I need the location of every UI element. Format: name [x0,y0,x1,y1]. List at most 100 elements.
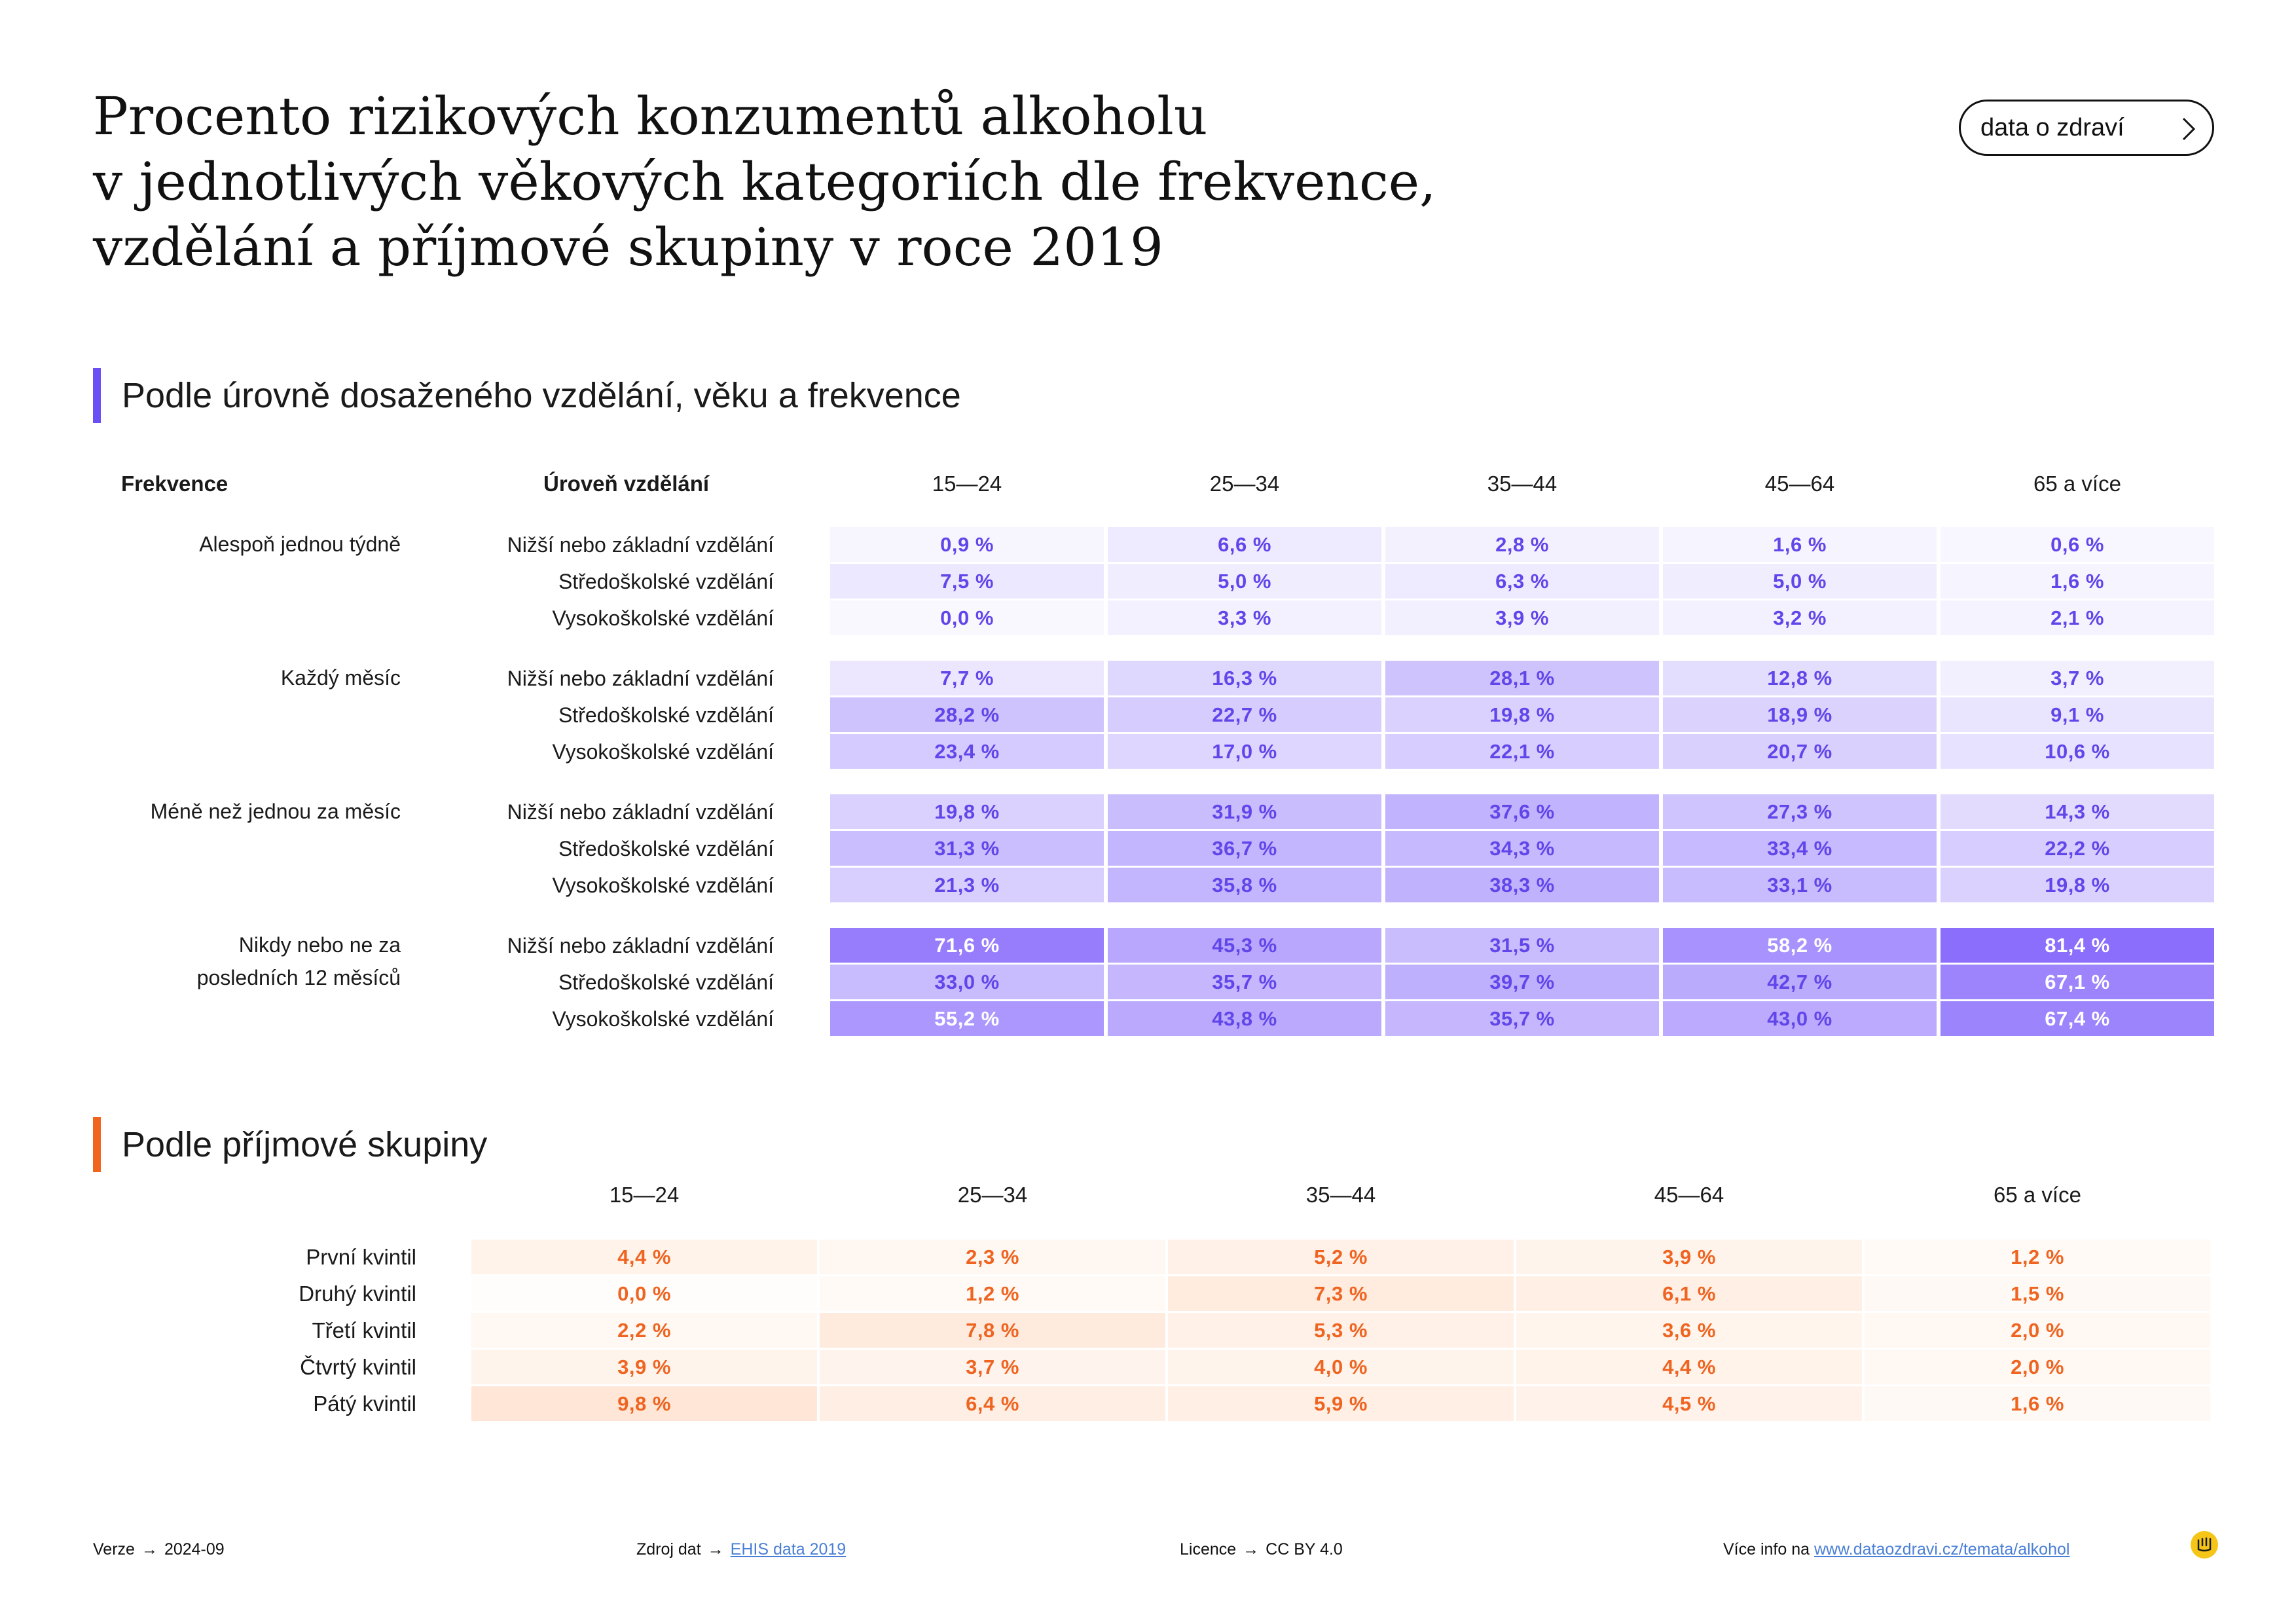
heatmap-cell: 31,9 % [1108,794,1381,829]
version-value: 2024-09 [164,1540,225,1559]
heatmap-cell: 7,5 % [830,564,1104,599]
heatmap-cell: 3,7 % [820,1350,1165,1384]
age-column-header: 65 a více [2033,471,2121,496]
heatmap-cell: 19,8 % [1385,697,1659,732]
heatmap-cell: 33,4 % [1663,831,1937,866]
heatmap-cell: 21,3 % [830,868,1104,902]
age-column-header: 25—34 [957,1183,1028,1207]
heatmap-cell: 38,3 % [1385,868,1659,902]
heatmap-cell: 27,3 % [1663,794,1937,829]
education-label: Vysokoškolské vzdělání [552,874,774,897]
heatmap-cell: 22,1 % [1385,734,1659,769]
heatmap-cell: 16,3 % [1108,661,1381,695]
heatmap-cell: 3,9 % [1516,1240,1862,1274]
heatmap-cell: 3,3 % [1108,600,1381,635]
heatmap-cell: 5,0 % [1663,564,1937,599]
heatmap-cell: 1,5 % [1865,1276,2210,1311]
heatmap-cell: 39,7 % [1385,965,1659,999]
footer-version: Verze → 2024-09 [93,1540,225,1559]
heatmap-cell: 0,9 % [830,527,1104,562]
heatmap-cell: 4,4 % [1516,1350,1862,1384]
title-line: v jednotlivých věkových kategoriích dle … [93,151,1436,212]
title-line: vzdělání a příjmové skupiny v roce 2019 [93,217,1163,278]
heatmap-cell: 5,3 % [1168,1313,1514,1348]
heatmap-cell: 5,2 % [1168,1240,1514,1274]
heatmap-cell: 33,1 % [1663,868,1937,902]
license-value: CC BY 4.0 [1266,1540,1343,1559]
heatmap-cell: 3,9 % [471,1350,817,1384]
more-label: Více info na [1723,1540,1810,1559]
logo-icon [2191,1531,2218,1559]
heatmap-cell: 0,0 % [830,600,1104,635]
age-column-header: 15—24 [609,1183,680,1207]
education-label: Středoškolské vzdělání [558,570,774,593]
income-group-label: Pátý kvintil [313,1392,416,1416]
heatmap-cell: 2,1 % [1941,600,2214,635]
heatmap-cell: 19,8 % [1941,868,2214,902]
heatmap-cell: 14,3 % [1941,794,2214,829]
heatmap-cell: 0,0 % [471,1276,817,1311]
section-title: Podle příjmové skupiny [122,1125,488,1164]
arrow-icon: → [707,1540,724,1559]
heatmap-cell: 2,2 % [471,1313,817,1348]
heatmap-cell: 9,1 % [1941,697,2214,732]
heatmap-cell: 10,6 % [1941,734,2214,769]
section-title: Podle úrovně dosaženého vzdělání, věku a… [122,376,961,415]
footer-source: Zdroj dat → EHIS data 2019 [636,1540,846,1559]
frequency-label-line: posledních 12 měsíců [196,966,401,989]
heatmap-cell: 23,4 % [830,734,1104,769]
income-group-label: Čtvrtý kvintil [300,1355,416,1379]
heatmap-cell: 19,8 % [830,794,1104,829]
education-label: Vysokoškolské vzdělání [552,1007,774,1031]
heatmap-cell: 55,2 % [830,1001,1104,1036]
frequency-label-line: Nikdy nebo ne za [238,933,401,957]
age-column-header: 45—64 [1764,471,1835,496]
section-accent-bar [93,368,101,423]
heatmap-cell: 9,8 % [471,1386,817,1421]
income-group-label: Druhý kvintil [299,1282,416,1306]
column-header-uroven-vzdelani: Úroveň vzdělání [543,471,710,496]
column-header-frekvence: Frekvence [121,471,228,496]
education-label: Středoškolské vzdělání [558,837,774,860]
age-column-header: 15—24 [932,471,1002,496]
education-label: Vysokoškolské vzdělání [552,740,774,764]
heatmap-cell: 7,3 % [1168,1276,1514,1311]
badge-label: data o zdraví [1980,114,2124,141]
education-label: Nižší nebo základní vzdělání [507,934,774,957]
heatmap-cell: 1,6 % [1663,527,1937,562]
frequency-label: Alespoň jednou týdně [65,528,401,561]
education-label: Vysokoškolské vzdělání [552,606,774,630]
heatmap-cell: 67,4 % [1941,1001,2214,1036]
heatmap-cell: 2,8 % [1385,527,1659,562]
heatmap-cell: 35,7 % [1385,1001,1659,1036]
more-info-link[interactable]: www.dataozdravi.cz/temata/alkohol [1813,1540,2070,1559]
frequency-label: Nikdy nebo ne za posledních 12 měsíců [65,929,401,994]
education-label: Nižší nebo základní vzdělání [507,800,774,824]
heatmap-cell: 3,9 % [1385,600,1659,635]
arrow-icon: → [1243,1540,1260,1559]
age-column-header: 35—44 [1305,1183,1376,1207]
heatmap-cell: 22,2 % [1941,831,2214,866]
heatmap-cell: 5,9 % [1168,1386,1514,1421]
heatmap-cell: 6,1 % [1516,1276,1862,1311]
age-column-header: 25—34 [1209,471,1280,496]
heatmap-cell: 28,2 % [830,697,1104,732]
heatmap-cell: 7,7 % [830,661,1104,695]
age-column-header: 35—44 [1487,471,1558,496]
income-group-label: Třetí kvintil [312,1318,416,1342]
income-group-label: První kvintil [306,1245,416,1269]
heatmap-cell: 6,3 % [1385,564,1659,599]
heatmap-cell: 1,2 % [1865,1240,2210,1274]
heatmap-cell: 2,0 % [1865,1350,2210,1384]
education-label: Nižší nebo základní vzdělání [507,667,774,690]
heatmap-cell: 17,0 % [1108,734,1381,769]
heatmap-cell: 45,3 % [1108,928,1381,963]
data-o-zdravi-button[interactable]: data o zdraví [1959,100,2214,156]
source-link[interactable]: EHIS data 2019 [730,1540,847,1559]
heatmap-cell: 0,6 % [1941,527,2214,562]
heatmap-cell: 2,3 % [820,1240,1165,1274]
heatmap-cell: 3,2 % [1663,600,1937,635]
frequency-label-line: Méně než jednou za měsíc [150,800,401,823]
title-line: Procento rizikových konzumentů alkoholu [93,86,1208,147]
frequency-label-line: Alespoň jednou týdně [199,532,401,556]
